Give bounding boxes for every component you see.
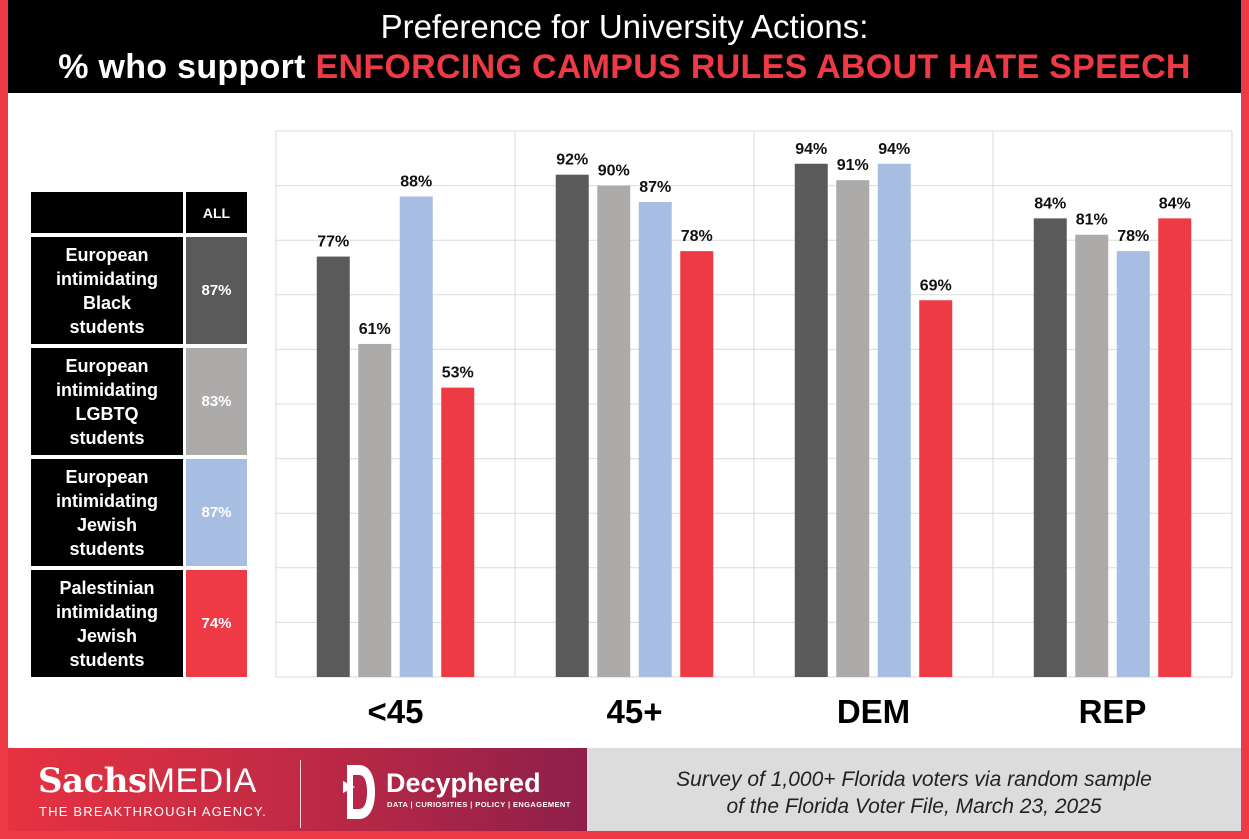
legend-value: 74%	[186, 570, 247, 677]
legend-label-line: Jewish	[76, 514, 138, 535]
legend-label-line: European	[65, 466, 149, 487]
footer-brands: SachsMEDIA THE BREAKTHROUGH AGENCY. Decy…	[8, 748, 587, 831]
legend-label-line: students	[69, 538, 145, 559]
sachs-media-logo: SachsMEDIA	[38, 762, 257, 800]
bar	[1116, 251, 1150, 677]
legend-label-line: European	[65, 244, 149, 265]
legend-label-text: European intimidating Black students	[56, 243, 158, 339]
legend-label-line: European	[65, 355, 149, 376]
footer-note-area: Survey of 1,000+ Florida voters via rand…	[587, 748, 1241, 831]
legend-label: European intimidating Jewish students	[31, 459, 183, 566]
decyphered-icon	[343, 765, 375, 819]
legend-label-line: Jewish	[76, 625, 138, 646]
bar-value-label: 91%	[837, 157, 869, 174]
bar-value-label: 92%	[556, 152, 588, 169]
bar	[680, 251, 714, 677]
legend-label-text: European intimidating Jewish students	[56, 465, 158, 561]
legend-label: Palestinian intimidating Jewish students	[31, 570, 183, 677]
category-label: 45+	[607, 693, 663, 730]
bar-value-label: 78%	[1117, 228, 1149, 245]
legend-label-line: students	[69, 316, 145, 337]
bar	[597, 185, 631, 677]
bar	[441, 387, 475, 677]
legend-label-line: intimidating	[56, 379, 158, 400]
legend-label-text: European intimidating LGBTQ students	[56, 354, 158, 450]
bar-value-label: 77%	[317, 234, 349, 251]
survey-footnote: Survey of 1,000+ Florida voters via rand…	[587, 766, 1241, 820]
decyphered-tagline: DATA | CURIOSITIES | POLICY | ENGAGEMENT	[387, 800, 571, 809]
bar	[358, 343, 392, 677]
bar-value-label: 88%	[400, 174, 432, 191]
sachs-media-tagline: THE BREAKTHROUGH AGENCY.	[39, 804, 267, 819]
title-bar: Preference for University Actions: % who…	[8, 0, 1241, 93]
legend-label: European intimidating Black students	[31, 237, 183, 344]
legend-label: European intimidating LGBTQ students	[31, 348, 183, 455]
category-label: DEM	[837, 693, 910, 730]
bar-value-label: 81%	[1076, 212, 1108, 229]
chart-subtitle: % who support ENFORCING CAMPUS RULES ABO…	[8, 47, 1241, 87]
bar-value-label: 84%	[1159, 195, 1191, 212]
decyphered-logo: Decyphered	[386, 768, 541, 798]
legend-label-line: students	[69, 427, 145, 448]
bar	[399, 196, 433, 677]
legend-label-line: students	[69, 649, 145, 670]
legend-label-line: LGBTQ	[75, 403, 139, 424]
brand1-bold: Sachs	[38, 761, 147, 801]
subtitle-prefix: % who support	[58, 48, 316, 86]
bar	[1033, 218, 1067, 678]
chart-title: Preference for University Actions:	[380, 8, 869, 45]
bar	[919, 300, 953, 677]
brand1-thin: MEDIA	[146, 762, 257, 800]
bar-value-label: 69%	[920, 277, 952, 294]
bar-value-label: 94%	[878, 141, 910, 158]
legend-header-blank	[31, 192, 183, 233]
bar	[836, 180, 870, 677]
legend-value: 87%	[186, 459, 247, 566]
bar-value-label: 61%	[359, 321, 391, 338]
bar-value-label: 84%	[1034, 195, 1066, 212]
bar-value-label: 94%	[795, 141, 827, 158]
bar	[555, 174, 589, 677]
footer-divider	[300, 760, 301, 828]
legend-label-line: Palestinian	[59, 577, 155, 598]
bar	[794, 163, 828, 677]
category-label: REP	[1079, 693, 1147, 730]
bar	[1075, 234, 1109, 678]
footnote-line2: of the Florida Voter File, March 23, 202…	[726, 795, 1102, 818]
bar	[638, 201, 672, 678]
legend-value: 87%	[186, 237, 247, 344]
footnote-line1: Survey of 1,000+ Florida voters via rand…	[676, 768, 1152, 791]
subtitle-highlight: ENFORCING CAMPUS RULES ABOUT HATE SPEECH	[315, 48, 1191, 86]
bar-value-label: 90%	[598, 163, 630, 180]
bar	[316, 256, 350, 677]
legend-label-line: intimidating	[56, 490, 158, 511]
legend-label-line: intimidating	[56, 268, 158, 289]
category-label: <45	[368, 693, 424, 730]
legend-label-line: intimidating	[56, 601, 158, 622]
bar-value-label: 53%	[442, 365, 474, 382]
legend-label-text: Palestinian intimidating Jewish students	[56, 576, 158, 672]
bar	[877, 163, 911, 677]
bar	[1158, 218, 1192, 678]
bar-value-label: 78%	[681, 228, 713, 245]
legend-label-line: Black	[82, 292, 132, 313]
legend-value: 83%	[186, 348, 247, 455]
footer: SachsMEDIA THE BREAKTHROUGH AGENCY. Decy…	[8, 748, 1241, 831]
bar-chart: 77% 61% 88% 53% <45 92% 90% 87% 78% 45+ 94% 91% 94% 6…	[275, 130, 1233, 730]
bar-value-label: 87%	[639, 179, 671, 196]
legend-header-all: ALL	[186, 192, 247, 233]
